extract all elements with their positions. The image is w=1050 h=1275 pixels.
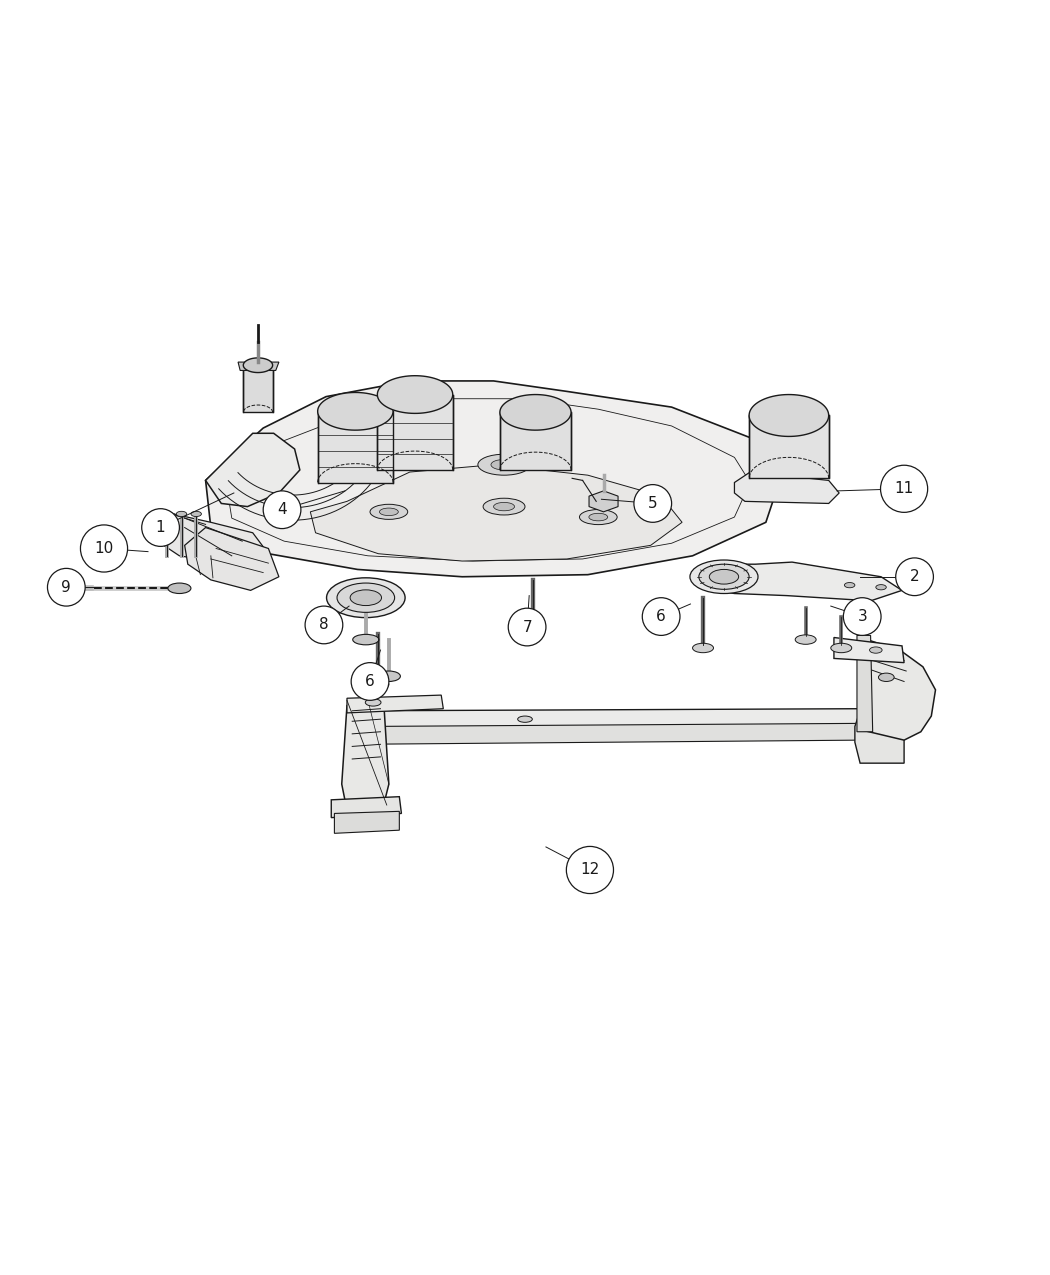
Ellipse shape <box>327 578 405 617</box>
Ellipse shape <box>353 635 379 645</box>
Circle shape <box>508 608 546 646</box>
Text: 8: 8 <box>319 617 329 632</box>
Polygon shape <box>500 394 571 430</box>
Ellipse shape <box>699 565 749 589</box>
Polygon shape <box>244 365 273 412</box>
Ellipse shape <box>795 635 816 644</box>
Ellipse shape <box>337 583 395 612</box>
Ellipse shape <box>580 510 617 524</box>
Polygon shape <box>334 811 399 834</box>
Polygon shape <box>318 393 393 430</box>
Text: 1: 1 <box>155 520 166 536</box>
Polygon shape <box>377 394 453 470</box>
Circle shape <box>896 558 933 595</box>
Ellipse shape <box>365 699 381 706</box>
Ellipse shape <box>162 511 172 516</box>
Polygon shape <box>318 412 393 482</box>
Ellipse shape <box>483 499 525 515</box>
Ellipse shape <box>844 583 855 588</box>
Circle shape <box>843 598 881 635</box>
Ellipse shape <box>368 680 388 690</box>
Polygon shape <box>855 710 904 764</box>
Ellipse shape <box>693 644 714 653</box>
Polygon shape <box>857 635 873 732</box>
Ellipse shape <box>518 717 532 723</box>
Polygon shape <box>589 491 618 511</box>
Polygon shape <box>331 797 401 817</box>
Circle shape <box>351 663 388 700</box>
Text: 6: 6 <box>656 609 666 623</box>
Text: 10: 10 <box>94 541 113 556</box>
Circle shape <box>81 525 128 572</box>
Text: 7: 7 <box>522 620 532 635</box>
Polygon shape <box>357 709 860 729</box>
Polygon shape <box>185 528 279 590</box>
Ellipse shape <box>523 627 544 638</box>
Ellipse shape <box>831 644 852 653</box>
Polygon shape <box>698 562 902 601</box>
Polygon shape <box>206 381 781 576</box>
Circle shape <box>566 847 613 894</box>
Circle shape <box>264 491 301 529</box>
Ellipse shape <box>869 646 882 653</box>
Circle shape <box>142 509 180 547</box>
Polygon shape <box>749 416 828 478</box>
Ellipse shape <box>589 514 608 521</box>
Circle shape <box>881 465 927 513</box>
Polygon shape <box>346 695 443 713</box>
Polygon shape <box>860 638 936 740</box>
Text: 3: 3 <box>858 609 867 623</box>
Circle shape <box>306 606 342 644</box>
Ellipse shape <box>876 585 886 590</box>
Ellipse shape <box>478 454 530 476</box>
Ellipse shape <box>710 570 738 584</box>
Ellipse shape <box>714 570 744 584</box>
Ellipse shape <box>690 560 758 594</box>
Text: 5: 5 <box>648 496 657 511</box>
Polygon shape <box>734 472 839 504</box>
Polygon shape <box>244 358 273 372</box>
Ellipse shape <box>176 511 187 516</box>
Ellipse shape <box>494 502 514 511</box>
Text: 11: 11 <box>895 481 914 496</box>
Circle shape <box>634 484 672 523</box>
Polygon shape <box>238 362 279 371</box>
Text: 9: 9 <box>62 580 71 594</box>
Circle shape <box>47 569 85 606</box>
Ellipse shape <box>879 673 895 681</box>
Polygon shape <box>377 376 453 413</box>
Polygon shape <box>206 434 300 506</box>
Text: 12: 12 <box>581 862 600 877</box>
Ellipse shape <box>168 583 191 594</box>
Polygon shape <box>500 412 571 470</box>
Polygon shape <box>834 638 904 663</box>
Ellipse shape <box>491 459 518 470</box>
Ellipse shape <box>379 507 398 515</box>
Polygon shape <box>148 511 269 565</box>
Ellipse shape <box>191 511 202 516</box>
Text: 2: 2 <box>909 569 920 584</box>
Polygon shape <box>749 394 828 436</box>
Circle shape <box>643 598 680 635</box>
Ellipse shape <box>350 590 381 606</box>
Ellipse shape <box>377 671 400 681</box>
Ellipse shape <box>370 505 407 519</box>
Text: 4: 4 <box>277 502 287 518</box>
Polygon shape <box>341 700 388 811</box>
Polygon shape <box>357 723 860 745</box>
Polygon shape <box>311 464 682 561</box>
Text: 6: 6 <box>365 674 375 688</box>
